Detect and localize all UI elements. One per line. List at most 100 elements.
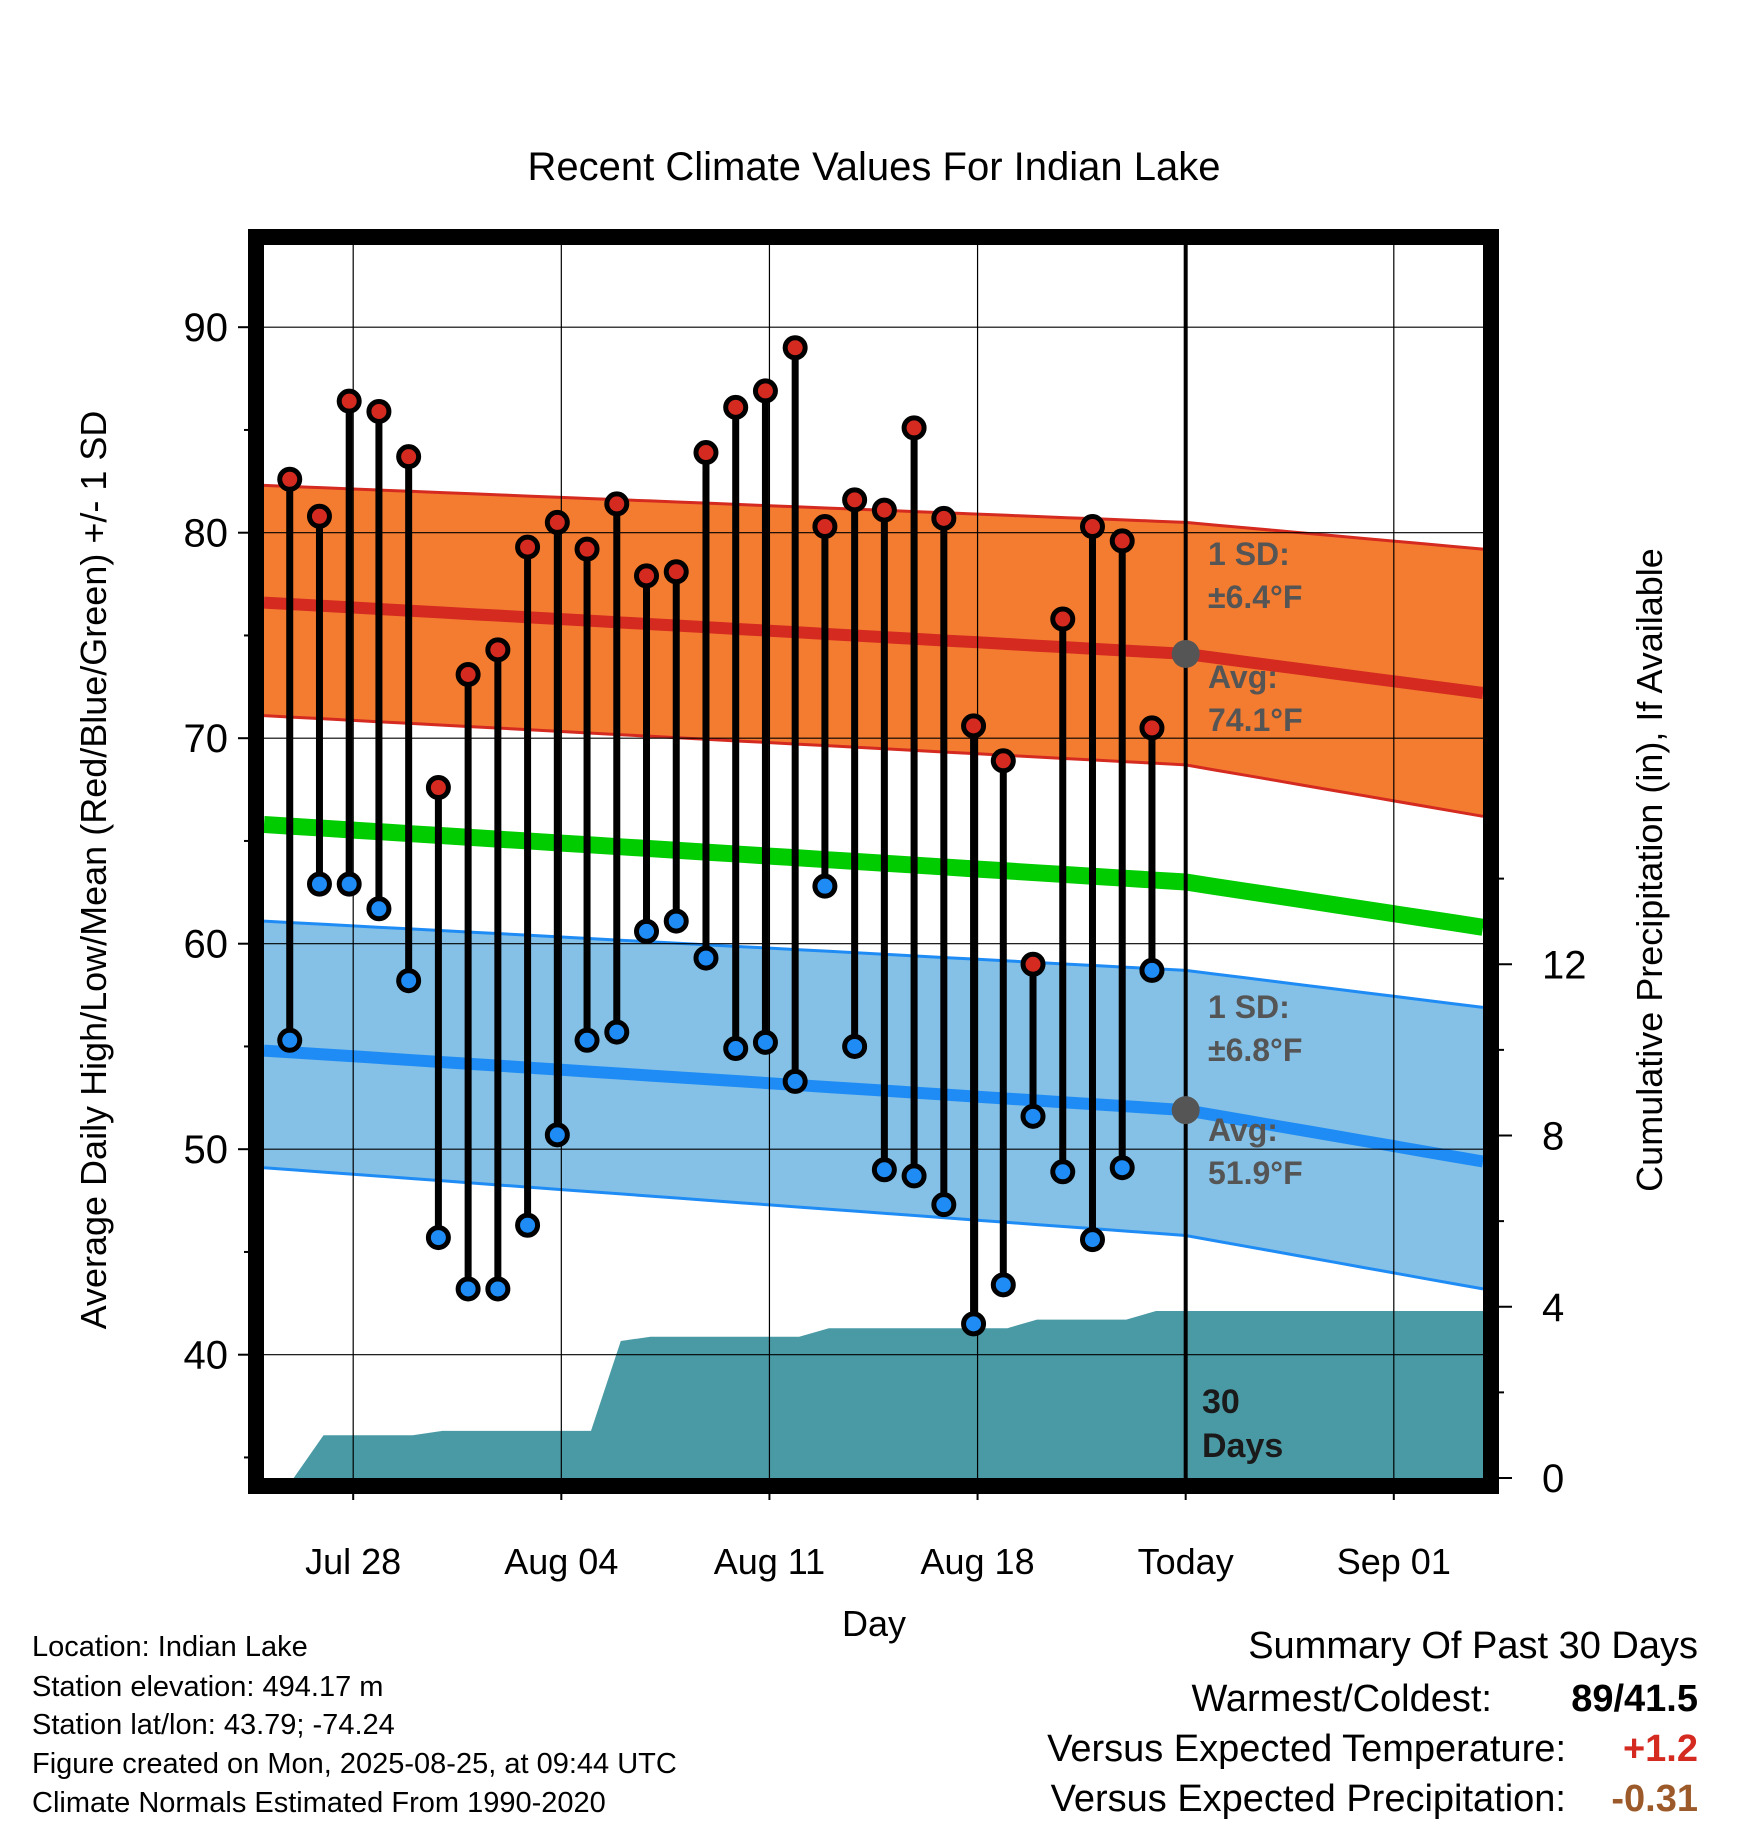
low-sd-band (264, 921, 1483, 1289)
daily-high-point (544, 509, 570, 535)
daily-high-point (961, 713, 987, 739)
high-avg-label: Avg: (1208, 659, 1278, 695)
daily-low-point (782, 1068, 808, 1094)
daily-low-point (723, 1036, 749, 1062)
daily-high-point (1079, 514, 1105, 540)
daily-low-point (693, 945, 719, 971)
daily-high-point (663, 559, 689, 585)
daily-high-point (842, 487, 868, 513)
daily-high-point (1050, 606, 1076, 632)
daily-high-point (485, 637, 511, 663)
plot-area: Jul 28 Aug 04 Aug 11 Aug 18 Today Sep 0140506… (184, 229, 1587, 1582)
summary-warm-cold-value: 89/41.5 (1571, 1678, 1698, 1720)
daily-high-point (901, 415, 927, 441)
low-sd-label: 1 SD: (1208, 989, 1290, 1025)
footer-elevation: Station elevation: 494.17 m (32, 1671, 383, 1703)
daily-high-point (515, 534, 541, 560)
high-sd-band (264, 485, 1483, 817)
daily-high-point (1109, 528, 1135, 554)
y-tick-label: 70 (184, 717, 229, 761)
low-avg-label: Avg: (1208, 1112, 1278, 1148)
daily-high-point (752, 378, 778, 404)
window-days-label: Days (1202, 1427, 1283, 1465)
y-axis-label: Average Daily High/Low/Mean (Red/Blue/Gr… (73, 411, 114, 1330)
daily-low-point (366, 896, 392, 922)
footer-normals: Climate Normals Estimated From 1990-2020 (32, 1787, 606, 1819)
summary-heading: Summary Of Past 30 Days (1248, 1625, 1698, 1667)
y-tick-label: 60 (184, 923, 229, 967)
daily-low-point (336, 871, 362, 897)
daily-low-point (455, 1276, 481, 1302)
daily-low-point (961, 1311, 987, 1337)
y2-tick-label: 4 (1542, 1286, 1564, 1330)
daily-high-point (931, 505, 957, 531)
daily-low-point (812, 873, 838, 899)
x-tick-label: Sep 01 (1337, 1541, 1451, 1582)
daily-high-point (604, 491, 630, 517)
daily-high-point (306, 503, 332, 529)
y-tick-label: 50 (184, 1128, 229, 1172)
x-tick-label: Aug 11 (714, 1541, 825, 1582)
daily-low-point (634, 918, 660, 944)
x-tick-label: Aug 04 (504, 1541, 618, 1582)
y2-axis-label: Cumulative Precipitation (in), If Availa… (1629, 548, 1670, 1192)
footer-latlon: Station lat/lon: 43.79; -74.24 (32, 1709, 395, 1741)
daily-low-point (515, 1212, 541, 1238)
y-tick-label: 80 (184, 512, 229, 556)
daily-high-point (1139, 715, 1165, 741)
daily-high-point (366, 398, 392, 424)
daily-low-point (306, 871, 332, 897)
daily-high-point (277, 466, 303, 492)
high-sd-label: 1 SD: (1208, 536, 1290, 572)
y-tick-label: 90 (184, 306, 229, 350)
summary-temp-label: Versus Expected Temperature: (1047, 1728, 1566, 1770)
daily-high-point (1020, 951, 1046, 977)
footer-created: Figure created on Mon, 2025-08-25, at 09… (32, 1748, 677, 1780)
daily-low-point (901, 1163, 927, 1189)
daily-high-point (990, 748, 1016, 774)
y2-tick-label: 0 (1542, 1457, 1564, 1501)
y-tick-label: 40 (184, 1334, 229, 1378)
daily-low-point (990, 1272, 1016, 1298)
daily-low-point (1109, 1155, 1135, 1181)
y2-tick-label: 12 (1542, 943, 1587, 987)
low-sd-value: ±6.8°F (1208, 1032, 1302, 1068)
daily-high-point (634, 563, 660, 589)
daily-low-point (752, 1029, 778, 1055)
plot-frame (248, 229, 1499, 1494)
low-avg-value: 51.9°F (1208, 1155, 1303, 1191)
daily-high-point (693, 440, 719, 466)
daily-low-point (663, 908, 689, 934)
precip-cumulative-area (293, 1311, 1484, 1478)
daily-low-point (931, 1192, 957, 1218)
daily-low-point (485, 1276, 511, 1302)
daily-high-point (455, 661, 481, 687)
daily-high-point (871, 497, 897, 523)
daily-low-point (574, 1027, 600, 1053)
daily-low-point (277, 1027, 303, 1053)
daily-high-point (812, 514, 838, 540)
daily-low-point (1020, 1103, 1046, 1129)
x-tick-label: Jul 28 (305, 1541, 401, 1582)
today-low-avg-dot (1171, 1096, 1200, 1125)
y2-tick-label: 8 (1542, 1115, 1564, 1159)
x-tick-label: Aug 18 (921, 1541, 1035, 1582)
high-sd-value: ±6.4°F (1208, 579, 1302, 615)
high-avg-value: 74.1°F (1208, 702, 1303, 738)
daily-high-point (723, 394, 749, 420)
daily-high-point (336, 388, 362, 414)
summary-precip-value: -0.31 (1611, 1778, 1698, 1820)
daily-low-point (1079, 1227, 1105, 1253)
today-high-avg-dot (1171, 639, 1200, 668)
window-days-number: 30 (1202, 1383, 1240, 1421)
x-axis-label: Day (842, 1603, 906, 1644)
daily-high-point (396, 444, 422, 470)
summary-warm-cold-label: Warmest/Coldest: (1191, 1678, 1492, 1720)
summary-temp-value: +1.2 (1623, 1728, 1698, 1770)
normal-mean-line (263, 816, 1485, 936)
daily-low-point (871, 1157, 897, 1183)
daily-low-point (1139, 957, 1165, 983)
daily-high-point (425, 775, 451, 801)
daily-low-point (396, 968, 422, 994)
